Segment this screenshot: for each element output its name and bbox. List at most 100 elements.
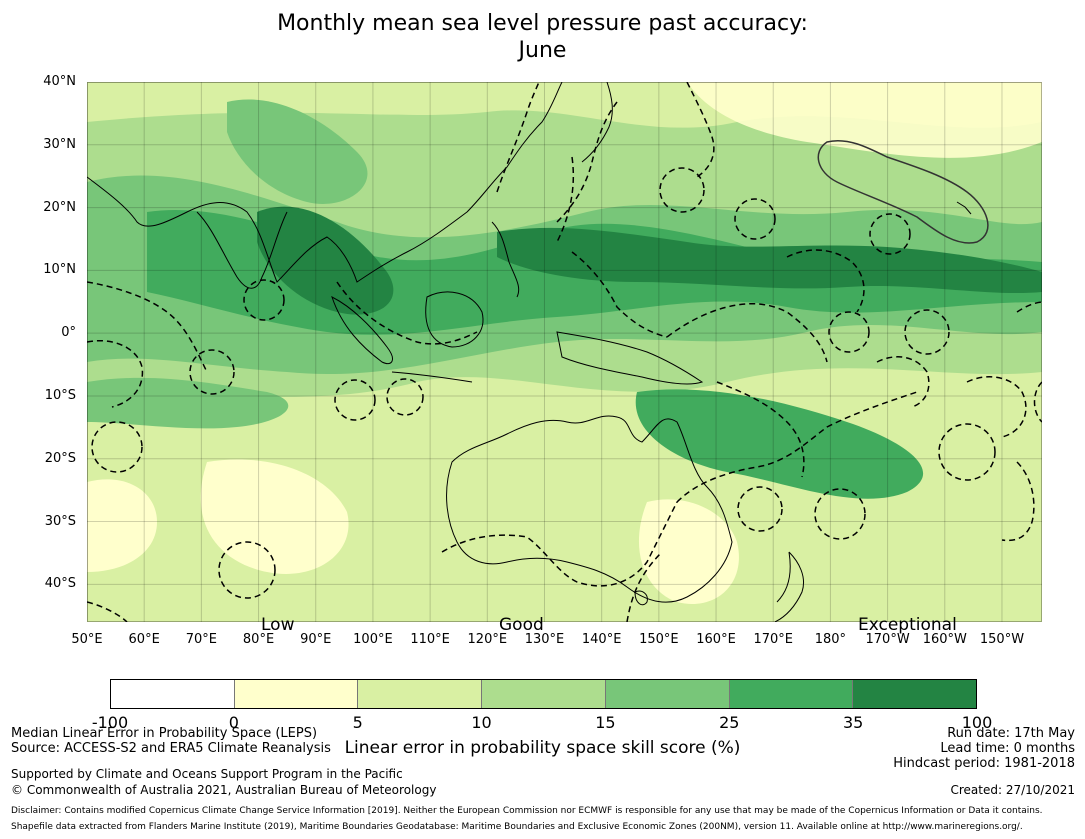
colorbar-tick-label: 100 <box>961 713 993 732</box>
skill-score-map <box>87 82 1042 622</box>
longitude-label: 140°E <box>581 632 622 647</box>
eez-circle <box>938 423 996 481</box>
longitude-label: 150°E <box>639 632 679 647</box>
map-title-line1: Monthly mean sea level pressure past acc… <box>277 11 808 36</box>
colorbar-segment <box>482 680 606 708</box>
colorbar-title: Linear error in probability space skill … <box>344 738 741 758</box>
eez-boundary <box>496 82 540 193</box>
longitude-label: 110°E <box>410 632 450 647</box>
colorbar-segment <box>234 680 359 708</box>
source-text: Source: ACCESS-S2 and ERA5 Climate Reana… <box>11 741 331 756</box>
created-text: Created: 27/10/2021 <box>950 783 1075 797</box>
eez-boundary <box>626 551 663 622</box>
eez-boundary <box>666 302 828 363</box>
eez-circle <box>734 198 776 240</box>
longitude-label: 90°E <box>300 632 332 647</box>
eez-boundary <box>966 376 1027 438</box>
colorbar-tick-label: 5 <box>352 713 363 732</box>
colorbar-segment <box>358 680 483 708</box>
eez-boundaries <box>87 82 1042 622</box>
new-zealand-coastline <box>774 551 804 622</box>
shapefile-credit-text: Shapefile data extracted from Flanders M… <box>11 822 1023 832</box>
category-label-low: Low <box>261 615 295 635</box>
latitude-label: 40°S <box>44 576 76 592</box>
latitude-label: 30°N <box>43 136 76 152</box>
eez-circle <box>869 213 911 255</box>
latitude-label: 10°N <box>43 262 76 278</box>
hindcast-text: Hindcast period: 1981-2018 <box>893 756 1075 771</box>
eez-circle <box>828 311 870 353</box>
eez-boundary <box>336 281 478 345</box>
eez-circle <box>189 349 235 395</box>
latitude-label: 10°S <box>44 387 76 403</box>
run-date-text: Run date: 17th May <box>947 726 1075 741</box>
eez-boundary <box>556 101 618 223</box>
eez-circle <box>904 309 950 355</box>
map-title-line2: June <box>518 38 567 63</box>
borneo-coastline <box>425 291 484 348</box>
philippines-coastline <box>491 221 520 298</box>
eez-boundary <box>876 356 930 408</box>
asia-coastline <box>87 82 563 283</box>
eez-boundary <box>556 156 575 243</box>
copyright-text: © Commonwealth of Australia 2021, Austra… <box>11 783 437 797</box>
australia-coastline <box>446 415 733 603</box>
method-text: Median Linear Error in Probability Space… <box>11 726 318 741</box>
eez-boundary <box>571 251 668 338</box>
longitude-label: 130°E <box>524 632 565 647</box>
longitude-label: 160°E <box>696 632 736 647</box>
longitude-label: 70°E <box>185 632 217 647</box>
sumatra-coastline <box>331 296 393 365</box>
colorbar-tick-label: 35 <box>842 713 864 732</box>
colorbar-tick-label: 25 <box>719 713 740 732</box>
eez-boundary <box>676 391 918 503</box>
colorbar-tick-label: 0 <box>228 713 239 732</box>
longitude-label: 170°E <box>753 632 793 647</box>
longitude-label: 160°W <box>922 632 967 647</box>
eez-circle <box>814 488 866 540</box>
eez-circle <box>218 541 276 599</box>
coastlines <box>87 82 972 622</box>
eez-boundary <box>1033 381 1042 423</box>
eez-boundary <box>441 501 678 587</box>
longitude-label: 120°E <box>467 632 508 647</box>
eez-boundary <box>87 340 144 408</box>
colorbar-tick-label: 10 <box>471 713 492 732</box>
new-guinea-coastline <box>556 331 704 385</box>
longitude-label: 150°W <box>979 632 1025 647</box>
eez-boundary <box>1016 301 1042 313</box>
eez-boundary <box>686 82 715 178</box>
india-coastline <box>196 211 288 289</box>
eez-boundary <box>716 381 805 478</box>
colorbar-tick-label: -100 <box>91 713 129 732</box>
hawaii-coastline <box>956 201 972 215</box>
disclaimer-text: Disclaimer: Contains modified Copernicus… <box>11 806 1043 816</box>
eez-circle <box>334 379 376 421</box>
eez-circle <box>386 378 424 416</box>
colorbar-segment <box>605 680 730 708</box>
longitude-label: 170°W <box>865 632 910 647</box>
lead-time-text: Lead time: 0 months <box>940 741 1075 756</box>
eez-boundary <box>1001 461 1035 542</box>
longitude-label: 60°E <box>128 632 160 647</box>
colorbar-segment <box>853 680 977 708</box>
longitude-label: 180° <box>814 632 847 647</box>
hawaii-eez-outline <box>817 139 989 244</box>
japan-coastline <box>581 82 613 163</box>
eez-boundary <box>87 601 128 622</box>
latitude-label: 30°S <box>44 513 76 529</box>
colorbar-segment <box>111 680 235 708</box>
supported-text: Supported by Climate and Oceans Support … <box>11 767 403 781</box>
java-coastline <box>391 371 473 383</box>
tasmania-coastline <box>634 590 648 606</box>
eez-circle <box>659 167 705 213</box>
latitude-label: 40°N <box>43 74 76 89</box>
latitude-label: 0° <box>61 325 76 341</box>
longitude-label: 50°E <box>71 632 103 647</box>
category-label-exceptional: Exceptional <box>858 615 957 635</box>
category-label-good: Good <box>499 615 544 635</box>
longitude-label: 80°E <box>242 632 275 647</box>
eez-circle <box>737 486 783 532</box>
latitude-label: 20°N <box>43 199 76 215</box>
colorbar <box>110 679 977 709</box>
